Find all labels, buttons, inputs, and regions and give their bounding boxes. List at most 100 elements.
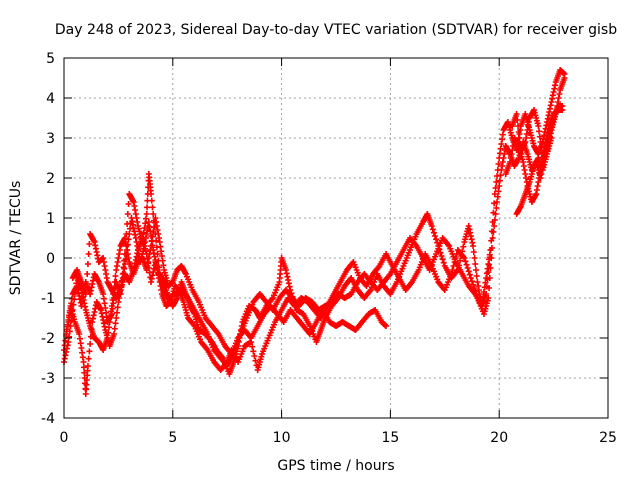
data-point [536,133,543,140]
data-point [515,123,522,129]
data-point [108,303,115,309]
data-point [465,268,472,275]
data-point [472,261,479,267]
data-point [471,255,478,261]
data-point [492,211,499,217]
data-point [232,344,239,351]
data-point [490,229,497,235]
data-point [125,201,132,207]
x-tick-labels: 0 5 10 15 20 25 [60,430,617,446]
data-point [252,357,259,364]
x-tick-label: 5 [168,430,177,446]
data-point [72,285,79,292]
data-point [457,257,464,264]
chart-title: Day 248 of 2023, Sidereal Day-to-day VTE… [55,22,617,38]
data-point [231,347,238,354]
data-point [251,353,258,359]
data-point [428,223,435,229]
data-point [485,295,492,301]
data-point [114,304,121,311]
data-point [536,128,543,135]
data-point [496,183,503,189]
y-tick-label: 1 [46,211,55,227]
y-tick-label: -2 [41,331,55,347]
data-point [491,217,498,223]
data-point [85,251,92,257]
data-point [495,161,502,167]
data-point [148,191,155,197]
data-point [105,324,112,331]
data-point [109,297,116,303]
data-point [491,223,498,229]
data-point [496,177,503,184]
y-tick-label: -3 [41,371,55,387]
x-tick-label: 25 [599,430,617,446]
data-point [144,204,151,211]
data-point [466,271,473,278]
data-point [66,333,73,340]
data-point [86,348,93,355]
data-point [67,323,74,329]
data-point [437,249,444,256]
data-point [433,236,440,243]
data-point [150,211,157,217]
data-point [80,359,87,365]
data-point [85,355,92,362]
data-point [86,241,93,247]
data-point [463,261,470,268]
data-point [87,341,94,347]
data-point [106,319,113,325]
data-point [493,179,500,185]
data-point [83,281,90,287]
y-tick-label: 0 [46,251,55,267]
data-point [473,273,480,279]
plot-frame [63,57,609,419]
y-tick-labels: -4 -3 -2 -1 0 1 2 3 4 5 [41,51,55,427]
data-point [113,315,120,321]
data-point [70,301,77,308]
x-axis-label: GPS time / hours [277,458,394,474]
data-point [470,249,477,255]
data-point [548,135,555,141]
data-point [112,320,119,327]
data-point [515,129,522,135]
data-point [489,235,496,241]
data-point [235,337,242,344]
data-point [65,339,72,345]
data-point [470,243,477,249]
data-point [124,211,131,217]
data-point [448,271,455,277]
data-point [429,226,436,233]
data-point [494,193,501,200]
data-point [487,247,494,253]
data-point [514,117,521,123]
data-point [82,291,89,297]
data-point [66,328,73,335]
data-points [61,67,568,397]
data-point [535,123,542,129]
data-point [250,348,257,355]
data-point [561,75,568,81]
data-point [104,335,111,341]
data-point [111,279,118,285]
data-point [438,253,445,259]
data-point [462,258,469,265]
data-point [84,261,91,267]
axis-ticks [63,57,609,419]
y-tick-label: -4 [41,411,55,427]
data-point [513,111,520,117]
data-point [383,323,390,329]
data-point [460,243,467,250]
data-point [537,139,544,145]
data-point [461,255,468,261]
x-tick-label: 20 [490,430,508,446]
data-point [143,211,150,217]
data-point [111,331,118,337]
y-tick-label: 2 [46,171,55,187]
data-point [432,233,439,239]
data-point [84,363,91,369]
data-point [230,351,237,357]
data-point [111,325,118,332]
